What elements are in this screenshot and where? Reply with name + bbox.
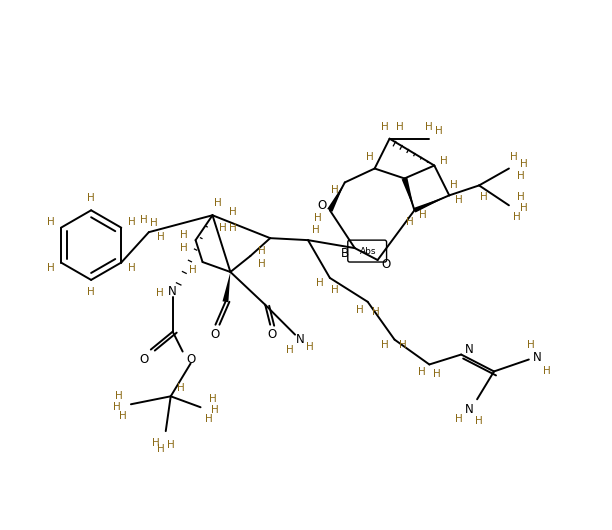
Text: H: H (204, 414, 212, 424)
Text: H: H (356, 305, 364, 315)
Text: N: N (465, 343, 474, 356)
Text: H: H (543, 366, 551, 376)
Text: H: H (312, 225, 320, 235)
Text: H: H (115, 391, 123, 401)
Text: B: B (341, 246, 349, 260)
Text: H: H (180, 243, 187, 253)
Text: H: H (517, 192, 524, 202)
Text: H: H (455, 196, 463, 205)
Text: H: H (211, 405, 218, 415)
Text: Abs: Abs (359, 246, 376, 255)
Text: H: H (113, 402, 121, 412)
Text: O: O (317, 199, 327, 212)
FancyBboxPatch shape (348, 240, 387, 262)
Text: H: H (286, 344, 294, 355)
Text: H: H (156, 288, 163, 298)
Text: H: H (513, 212, 521, 222)
Polygon shape (401, 178, 414, 210)
Text: H: H (510, 152, 518, 162)
Text: H: H (435, 126, 443, 136)
Text: O: O (381, 259, 390, 271)
Text: N: N (465, 403, 474, 416)
Text: H: H (433, 369, 441, 379)
Text: H: H (425, 122, 433, 132)
Text: H: H (417, 367, 425, 377)
Text: H: H (314, 213, 322, 223)
Text: H: H (331, 186, 338, 196)
Polygon shape (327, 182, 345, 211)
Text: H: H (331, 285, 338, 295)
Text: H: H (371, 307, 379, 317)
Text: H: H (228, 207, 236, 217)
Text: H: H (188, 265, 196, 275)
Text: H: H (228, 223, 236, 233)
Text: H: H (441, 155, 448, 165)
Text: H: H (128, 217, 135, 227)
Text: H: H (167, 440, 174, 450)
Text: H: H (140, 215, 147, 225)
Text: H: H (152, 438, 160, 448)
Text: H: H (157, 232, 165, 242)
Text: N: N (296, 333, 304, 346)
Text: H: H (119, 411, 127, 421)
Text: N: N (168, 285, 177, 298)
Text: H: H (209, 394, 217, 404)
Text: H: H (157, 444, 165, 454)
Text: H: H (480, 192, 488, 202)
Text: H: H (88, 193, 95, 204)
Text: H: H (306, 341, 314, 351)
Text: H: H (517, 172, 524, 181)
Polygon shape (223, 272, 230, 302)
Text: H: H (381, 340, 389, 350)
Text: H: H (450, 180, 458, 190)
Text: H: H (395, 122, 403, 132)
Text: H: H (366, 152, 373, 162)
Text: H: H (406, 217, 413, 227)
Text: H: H (88, 287, 95, 297)
Text: H: H (527, 340, 535, 350)
Text: H: H (398, 340, 406, 350)
Text: H: H (381, 122, 389, 132)
Text: H: H (316, 278, 324, 288)
Text: H: H (177, 383, 185, 393)
Text: H: H (47, 263, 54, 273)
Text: H: H (520, 158, 528, 169)
Text: H: H (47, 217, 54, 227)
Polygon shape (414, 196, 449, 213)
Text: O: O (211, 328, 220, 341)
Text: H: H (128, 263, 135, 273)
Text: H: H (258, 246, 266, 256)
Text: O: O (139, 353, 149, 366)
Text: H: H (419, 210, 427, 220)
Text: H: H (150, 218, 158, 228)
Text: H: H (520, 204, 528, 213)
Text: H: H (475, 416, 483, 426)
Text: O: O (186, 353, 195, 366)
Text: H: H (455, 414, 463, 424)
Text: H: H (258, 259, 266, 269)
Text: H: H (180, 230, 187, 240)
Text: H: H (218, 223, 226, 233)
Text: O: O (267, 328, 277, 341)
Text: H: H (214, 198, 222, 208)
Text: N: N (532, 351, 541, 364)
